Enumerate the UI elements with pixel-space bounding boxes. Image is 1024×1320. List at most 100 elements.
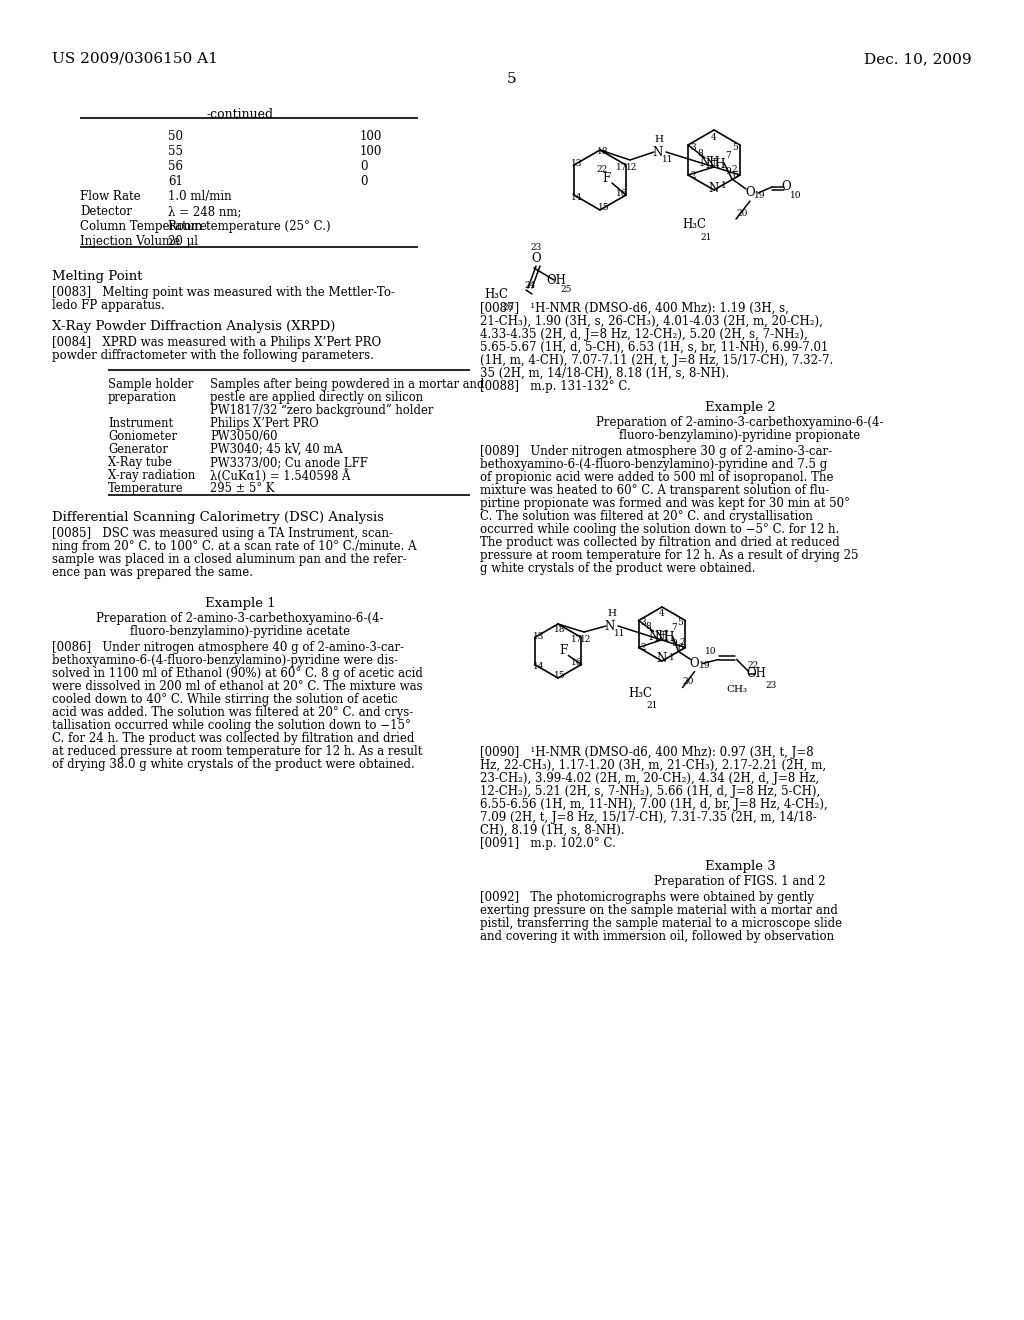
Text: pressure at room temperature for 12 h. As a result of drying 25: pressure at room temperature for 12 h. A… [480, 549, 858, 562]
Text: Injection Volume: Injection Volume [80, 235, 180, 248]
Text: C. The solution was filtered at 20° C. and crystallisation: C. The solution was filtered at 20° C. a… [480, 510, 813, 523]
Text: fluoro-benzylamino)-pyridine acetate: fluoro-benzylamino)-pyridine acetate [130, 624, 350, 638]
Text: US 2009/0306150 A1: US 2009/0306150 A1 [52, 51, 218, 66]
Text: [0088]   m.p. 131-132° C.: [0088] m.p. 131-132° C. [480, 380, 631, 393]
Text: -continued: -continued [207, 108, 273, 121]
Text: 10: 10 [705, 647, 717, 656]
Text: 20 μl: 20 μl [168, 235, 198, 248]
Text: Hz, 22-CH₃), 1.17-1.20 (3H, m, 21-CH₃), 2.17-2.21 (2H, m,: Hz, 22-CH₃), 1.17-1.20 (3H, m, 21-CH₃), … [480, 759, 826, 772]
Text: 4.33-4.35 (2H, d, J=8 Hz, 12-CH₂), 5.20 (2H, s, 7-NH₂),: 4.33-4.35 (2H, d, J=8 Hz, 12-CH₂), 5.20 … [480, 327, 808, 341]
Text: H₃C: H₃C [629, 686, 652, 700]
Text: O: O [531, 252, 541, 264]
Text: 7: 7 [725, 150, 731, 160]
Text: N: N [709, 181, 719, 194]
Text: Dec. 10, 2009: Dec. 10, 2009 [864, 51, 972, 66]
Text: bethoxyamino-6-(4-fluoro-benzylamino)-pyridine were dis-: bethoxyamino-6-(4-fluoro-benzylamino)-py… [52, 653, 398, 667]
Text: 56: 56 [168, 160, 183, 173]
Text: 2: 2 [690, 170, 696, 180]
Text: 11: 11 [614, 630, 626, 639]
Text: Instrument: Instrument [108, 417, 173, 430]
Text: 61: 61 [168, 176, 183, 187]
Text: 22: 22 [746, 661, 758, 671]
Text: 23: 23 [765, 681, 776, 690]
Text: preparation: preparation [108, 391, 177, 404]
Text: 16: 16 [570, 657, 582, 667]
Text: 25: 25 [560, 285, 571, 294]
Text: 5: 5 [507, 73, 517, 86]
Text: X-Ray Powder Diffraction Analysis (XRPD): X-Ray Powder Diffraction Analysis (XRPD) [52, 319, 336, 333]
Text: λ(CuKα1) = 1.540598 Å: λ(CuKα1) = 1.540598 Å [210, 469, 350, 483]
Text: at reduced pressure at room temperature for 12 h. As a result: at reduced pressure at room temperature … [52, 744, 422, 758]
Text: pirtine propionate was formed and was kept for 30 min at 50°: pirtine propionate was formed and was ke… [480, 498, 850, 510]
Text: H₃C: H₃C [682, 219, 706, 231]
Text: 12: 12 [627, 164, 638, 173]
Text: 26: 26 [503, 304, 514, 313]
Text: Temperature: Temperature [108, 482, 183, 495]
Text: occurred while cooling the solution down to −5° C. for 12 h.: occurred while cooling the solution down… [480, 523, 840, 536]
Text: [0092]   The photomicrographs were obtained by gently: [0092] The photomicrographs were obtaine… [480, 891, 814, 904]
Text: 20: 20 [736, 209, 748, 218]
Text: 21: 21 [700, 232, 712, 242]
Text: CH), 8.19 (1H, s, 8-NH).: CH), 8.19 (1H, s, 8-NH). [480, 824, 625, 837]
Text: were dissolved in 200 ml of ethanol at 20° C. The mixture was: were dissolved in 200 ml of ethanol at 2… [52, 680, 423, 693]
Text: 13: 13 [532, 632, 545, 642]
Text: pestle are applied directly on silicon: pestle are applied directly on silicon [210, 391, 423, 404]
Text: Differential Scanning Calorimetry (DSC) Analysis: Differential Scanning Calorimetry (DSC) … [52, 511, 384, 524]
Text: 35 (2H, m, 14/18-CH), 8.18 (1H, s, 8-NH).: 35 (2H, m, 14/18-CH), 8.18 (1H, s, 8-NH)… [480, 367, 729, 380]
Text: of drying 38.0 g white crystals of the product were obtained.: of drying 38.0 g white crystals of the p… [52, 758, 415, 771]
Text: ning from 20° C. to 100° C. at a scan rate of 10° C./minute. A: ning from 20° C. to 100° C. at a scan ra… [52, 540, 417, 553]
Text: acid was added. The solution was filtered at 20° C. and crys-: acid was added. The solution was filtere… [52, 706, 414, 719]
Text: 12: 12 [581, 635, 592, 644]
Text: pistil, transferring the sample material to a microscope slide: pistil, transferring the sample material… [480, 917, 842, 931]
Text: 0: 0 [360, 160, 368, 173]
Text: 15: 15 [598, 203, 610, 213]
Text: tallisation occurred while cooling the solution down to −15°: tallisation occurred while cooling the s… [52, 719, 411, 733]
Text: 13: 13 [571, 158, 583, 168]
Text: NH: NH [706, 158, 726, 172]
Text: O: O [781, 181, 791, 194]
Text: X-Ray tube: X-Ray tube [108, 455, 172, 469]
Text: 3: 3 [690, 143, 696, 152]
Text: solved in 1100 ml of Ethanol (90%) at 60° C. 8 g of acetic acid: solved in 1100 ml of Ethanol (90%) at 60… [52, 667, 423, 680]
Text: 6: 6 [678, 643, 683, 652]
Text: cooled down to 40° C. While stirring the solution of acetic: cooled down to 40° C. While stirring the… [52, 693, 397, 706]
Text: Flow Rate: Flow Rate [80, 190, 140, 203]
Text: PW1817/32 “zero background” holder: PW1817/32 “zero background” holder [210, 404, 433, 417]
Text: 5.65-5.67 (1H, d, 5-CH), 6.53 (1H, s, br, 11-NH), 6.99-7.01: 5.65-5.67 (1H, d, 5-CH), 6.53 (1H, s, br… [480, 341, 828, 354]
Text: and covering it with immersion oil, followed by observation: and covering it with immersion oil, foll… [480, 931, 835, 942]
Text: 1: 1 [669, 652, 675, 661]
Text: of propionic acid were added to 500 ml of isopropanol. The: of propionic acid were added to 500 ml o… [480, 471, 834, 484]
Text: Example 1: Example 1 [205, 597, 275, 610]
Text: 22: 22 [596, 165, 607, 173]
Text: 2: 2 [641, 643, 646, 652]
Text: H₃C: H₃C [484, 288, 508, 301]
Text: 1: 1 [721, 181, 727, 190]
Text: OH: OH [546, 273, 566, 286]
Text: Column Temperature: Column Temperature [80, 220, 207, 234]
Text: 17: 17 [616, 162, 628, 172]
Text: 17: 17 [570, 635, 582, 644]
Text: 50: 50 [168, 129, 183, 143]
Text: Example 3: Example 3 [705, 861, 775, 873]
Text: 7.09 (2H, t, J=8 Hz, 15/17-CH), 7.31-7.35 (2H, m, 14/18-: 7.09 (2H, t, J=8 Hz, 15/17-CH), 7.31-7.3… [480, 810, 817, 824]
Text: [0089]   Under nitrogen atmosphere 30 g of 2-amino-3-car-: [0089] Under nitrogen atmosphere 30 g of… [480, 445, 833, 458]
Text: PW3373/00; Cu anode LFF: PW3373/00; Cu anode LFF [210, 455, 368, 469]
Text: 10: 10 [791, 190, 802, 199]
Text: C. for 24 h. The product was collected by filtration and dried: C. for 24 h. The product was collected b… [52, 733, 415, 744]
Text: (1H, m, 4-CH), 7.07-7.11 (2H, t, J=8 Hz, 15/17-CH), 7.32-7.: (1H, m, 4-CH), 7.07-7.11 (2H, t, J=8 Hz,… [480, 354, 834, 367]
Text: 21: 21 [647, 701, 658, 710]
Text: [0091]   m.p. 102.0° C.: [0091] m.p. 102.0° C. [480, 837, 615, 850]
Text: 5: 5 [678, 618, 683, 627]
Text: ledo FP apparatus.: ledo FP apparatus. [52, 300, 165, 312]
Text: [0085]   DSC was measured using a TA Instrument, scan-: [0085] DSC was measured using a TA Instr… [52, 527, 393, 540]
Text: 4: 4 [711, 133, 717, 143]
Text: powder diffractometer with the following parameters.: powder diffractometer with the following… [52, 348, 374, 362]
Text: Preparation of 2-amino-3-carbethoxyamino-6-(4-: Preparation of 2-amino-3-carbethoxyamino… [596, 416, 884, 429]
Text: 8: 8 [646, 622, 651, 631]
Text: 2: 2 [680, 638, 685, 647]
Text: Sample holder: Sample holder [108, 378, 194, 391]
Text: λ = 248 nm;: λ = 248 nm; [168, 205, 242, 218]
Text: 4: 4 [659, 610, 665, 619]
Text: F: F [559, 644, 567, 657]
Text: Generator: Generator [108, 444, 168, 455]
